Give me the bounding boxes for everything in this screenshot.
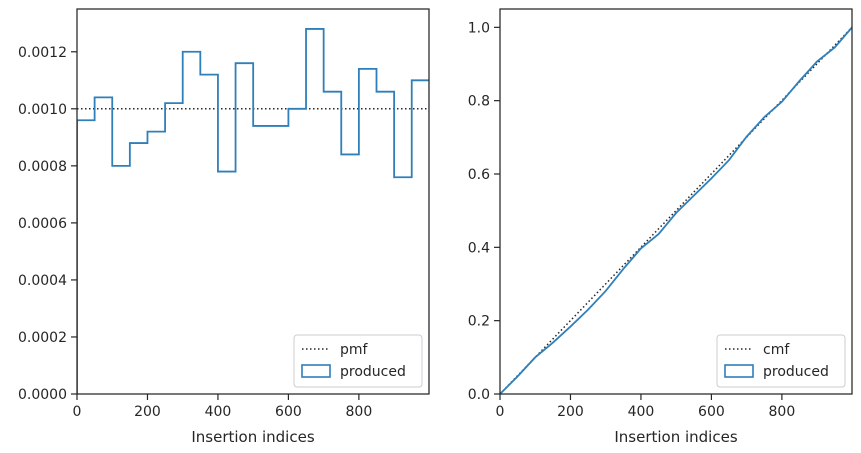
panel-2-y-tick-label: 0.4 (468, 240, 490, 256)
panel-1: 0 200 400 600 800 0.0000 0.0002 0.0004 0.0006 0.0… (18, 8, 430, 446)
panel-1-x-axis-label: Insertion indices (191, 428, 314, 446)
panel-1-frame (76, 8, 430, 395)
panel-2-legend-box (716, 334, 846, 388)
panel-2-y-tick-label: 1.0 (468, 20, 490, 36)
panel-2-x-tick-label: 200 (557, 404, 584, 420)
panel-1-y-tick-label: 0.0006 (18, 216, 67, 232)
panel-1-x-tick-label: 0 (73, 404, 82, 420)
panel-2: 0 200 400 600 800 0.0 0.2 0.4 0.6 0.8 1.0 Insertion… (468, 8, 853, 446)
panel-2-series-produced (500, 26, 852, 394)
panel-1-y-tick-label: 0.0002 (18, 330, 67, 346)
panel-1-y-tick-label: 0.0010 (18, 102, 67, 118)
panel-1-legend-label-produced: produced (340, 364, 406, 380)
panel-2-series (500, 26, 852, 394)
panel-1-x-tick-label: 600 (275, 404, 302, 420)
panel-2-frame (499, 8, 853, 395)
panel-2-x-tick-label: 800 (769, 404, 796, 420)
panel-2-x-tick-label: 400 (628, 404, 655, 420)
panel-1-x-tick-label: 800 (346, 404, 373, 420)
panel-1-legend-swatch-produced (301, 364, 331, 378)
panel-2-y-tick-label: 0.8 (468, 94, 490, 110)
panel-1-y-tick-label: 0.0012 (18, 45, 67, 61)
panel-2-series-cmf (500, 26, 852, 394)
panel-2-x-tick-label: 0 (496, 404, 505, 420)
panel-2-y-tick-label: 0.0 (468, 387, 490, 403)
panel-2-legend-label-cmf: cmf (763, 342, 790, 358)
panel-1-legend: pmf produced (293, 334, 423, 388)
panel-2-y-tick-label: 0.6 (468, 167, 490, 183)
panel-1-y-tick-label: 0.0008 (18, 159, 67, 175)
panel-2-legend-label-produced: produced (763, 364, 829, 380)
panel-1-series (77, 28, 429, 394)
panel-1-legend-label-pmf: pmf (340, 342, 369, 358)
panel-1-y-tick-label: 0.0000 (18, 387, 67, 403)
panel-1-y-tick-label: 0.0004 (18, 273, 67, 289)
panel-1-x-tick-label: 400 (205, 404, 232, 420)
panel-2-legend-swatch-produced (724, 364, 754, 378)
panel-2-x-tick-label: 600 (698, 404, 725, 420)
panel-1-series-produced (77, 28, 429, 394)
panel-2-x-axis-label: Insertion indices (614, 428, 737, 446)
panel-2-legend: cmf produced (716, 334, 846, 388)
panel-1-x-tick-label: 200 (134, 404, 161, 420)
panel-2-y-tick-label: 0.2 (468, 314, 490, 330)
panel-1-legend-box (293, 334, 423, 388)
